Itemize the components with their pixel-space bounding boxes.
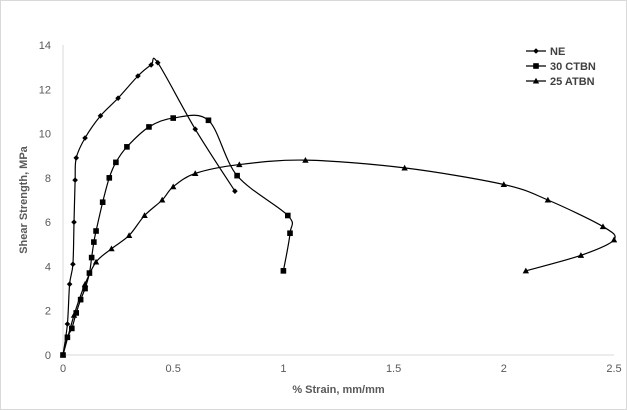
data-point-25-atbn xyxy=(302,156,309,163)
data-point-ne xyxy=(72,177,78,183)
data-point-ne xyxy=(135,73,141,79)
x-axis-ticks: 0 0.5 1 1.5 2 2.5 xyxy=(60,363,622,375)
data-point-25-atbn xyxy=(158,196,166,203)
legend-marker-30-ctbn xyxy=(533,63,539,69)
series-line-30-ctbn xyxy=(62,114,294,356)
legend: NE 30 CTBN 25 ATBN xyxy=(526,46,596,88)
data-point-30-ctbn xyxy=(91,239,97,245)
y-tick-label: 14 xyxy=(39,40,51,52)
legend-label-25-atbn: 25 ATBN xyxy=(550,76,595,88)
data-point-25-atbn xyxy=(141,212,148,219)
data-point-ne xyxy=(192,126,199,132)
legend-item-30-ctbn: 30 CTBN xyxy=(526,61,596,73)
data-point-ne xyxy=(97,113,104,119)
data-point-ne xyxy=(154,59,161,66)
data-point-30-ctbn xyxy=(287,230,293,237)
x-tick-label: 0 xyxy=(60,363,66,375)
series-30-ctbn xyxy=(60,114,294,358)
data-point-25-atbn xyxy=(125,232,133,238)
data-point-25-atbn xyxy=(610,236,618,243)
data-point-30-ctbn xyxy=(73,310,80,316)
series-ne xyxy=(60,57,238,358)
y-tick-label: 6 xyxy=(45,217,51,229)
y-tick-label: 8 xyxy=(45,173,51,185)
data-point-ne xyxy=(64,321,71,327)
data-point-25-atbn xyxy=(500,181,507,188)
data-point-ne xyxy=(232,188,238,194)
legend-marker-25-atbn xyxy=(532,77,540,84)
legend-item-25-atbn: 25 ATBN xyxy=(526,76,595,88)
data-point-30-ctbn xyxy=(77,296,84,303)
data-point-ne xyxy=(70,261,76,268)
data-point-30-ctbn xyxy=(280,268,287,274)
x-tick-label: 1 xyxy=(280,363,286,375)
data-point-25-atbn xyxy=(70,311,78,318)
data-point-30-ctbn xyxy=(124,144,130,150)
legend-item-ne: NE xyxy=(526,46,565,58)
data-point-30-ctbn xyxy=(99,199,106,206)
series-25-atbn xyxy=(59,156,618,358)
legend-label-ne: NE xyxy=(550,46,565,58)
y-tick-label: 2 xyxy=(45,306,51,318)
x-tick-label: 2 xyxy=(501,363,507,375)
data-point-30-ctbn xyxy=(93,228,99,234)
y-tick-label: 10 xyxy=(39,129,51,141)
y-tick-label: 12 xyxy=(39,84,51,96)
data-point-ne xyxy=(66,281,73,287)
data-point-25-atbn xyxy=(577,252,585,258)
data-point-25-atbn xyxy=(81,280,89,287)
data-point-30-ctbn xyxy=(69,325,75,332)
x-tick-label: 1.5 xyxy=(386,363,401,375)
legend-label-30-ctbn: 30 CTBN xyxy=(550,61,596,73)
data-point-ne xyxy=(148,62,154,68)
data-point-25-atbn xyxy=(170,183,177,190)
x-tick-label: 2.5 xyxy=(606,363,621,375)
data-point-30-ctbn xyxy=(82,285,88,292)
data-point-30-ctbn xyxy=(88,254,95,261)
data-point-25-atbn xyxy=(92,258,100,265)
data-point-30-ctbn xyxy=(113,159,119,166)
series-layer xyxy=(59,57,618,358)
y-tick-label: 4 xyxy=(45,261,51,273)
data-point-25-atbn xyxy=(236,161,243,168)
data-point-30-ctbn xyxy=(170,115,176,121)
data-point-25-atbn xyxy=(59,351,67,358)
series-line-ne xyxy=(62,57,236,356)
legend-marker-ne xyxy=(533,48,539,54)
y-axis-ticks: 0 2 4 6 8 10 12 14 xyxy=(39,40,51,362)
data-point-30-ctbn xyxy=(106,175,113,181)
y-tick-label: 0 xyxy=(45,350,51,362)
x-tick-label: 0.5 xyxy=(166,363,181,375)
data-point-30-ctbn xyxy=(234,172,240,179)
data-point-25-atbn xyxy=(192,170,199,176)
data-point-25-atbn xyxy=(108,245,115,252)
data-point-25-atbn xyxy=(522,267,530,274)
data-point-30-ctbn xyxy=(146,124,152,130)
data-point-ne xyxy=(82,135,88,141)
data-point-ne xyxy=(71,219,77,225)
data-point-25-atbn xyxy=(599,223,607,230)
series-line-25-atbn xyxy=(62,159,616,356)
y-axis-title: Shear Strength, MPa xyxy=(18,145,30,253)
data-point-30-ctbn xyxy=(285,212,291,219)
data-point-ne xyxy=(73,155,80,161)
data-point-25-atbn xyxy=(401,164,408,171)
data-point-30-ctbn xyxy=(205,117,212,124)
x-axis-title: % Strain, mm/mm xyxy=(292,384,385,396)
data-point-ne xyxy=(115,95,121,101)
data-point-25-atbn xyxy=(544,196,552,203)
